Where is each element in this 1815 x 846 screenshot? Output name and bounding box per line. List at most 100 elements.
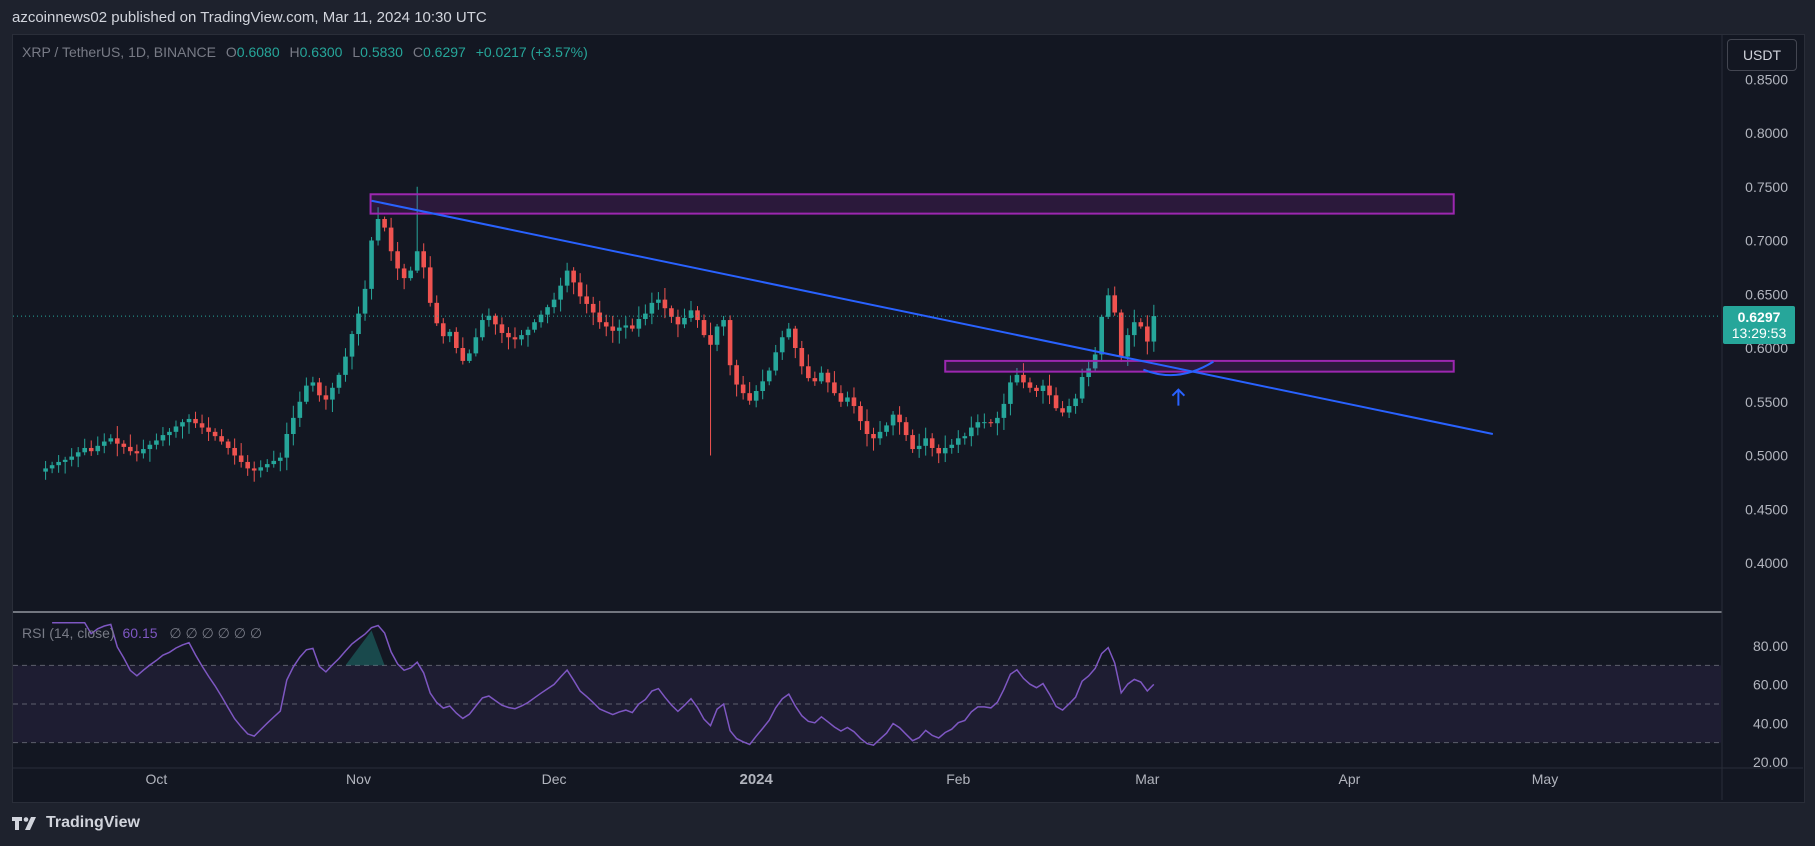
candle-body: [349, 334, 355, 357]
candle-body: [486, 315, 492, 321]
candle-body: [845, 397, 850, 402]
candle-body: [1040, 385, 1046, 391]
rsi-legend[interactable]: RSI (14, close) 60.15 ∅ ∅ ∅ ∅ ∅ ∅: [22, 625, 262, 642]
rsi-value: 60.15: [122, 625, 158, 641]
symbol-legend[interactable]: XRP / TetherUS, 1D, BINANCE O0.6080 H 0.6…: [22, 44, 588, 60]
candle-body: [1034, 387, 1039, 391]
candle-body: [616, 327, 622, 331]
candle-body: [343, 356, 348, 375]
candle-body: [310, 382, 316, 386]
candle-body: [929, 438, 935, 448]
legend-close: 0.6297: [422, 44, 466, 60]
candle-body: [1073, 398, 1078, 407]
candle-body: [206, 427, 211, 432]
candle-body: [701, 320, 707, 336]
candle-body: [75, 452, 81, 457]
retest-arrow-icon: [1171, 388, 1186, 406]
candle-body: [453, 331, 459, 348]
candle-body: [1079, 377, 1085, 399]
candle-body: [401, 268, 407, 279]
candle-body: [180, 422, 185, 427]
candle-body: [799, 348, 805, 367]
tradingview-brand[interactable]: TradingView: [12, 814, 140, 832]
candle-body: [277, 457, 283, 461]
candle-body: [884, 425, 889, 432]
candle-body: [545, 307, 550, 315]
legend-o-label: O: [225, 44, 237, 60]
candle-body: [962, 436, 968, 439]
candle-body: [101, 441, 107, 446]
candle-body: [330, 387, 335, 400]
candle-body: [538, 314, 544, 323]
rsi-tick-label: 60.00: [1753, 677, 1788, 693]
time-tick-label: Nov: [346, 771, 371, 787]
candle-body: [662, 299, 668, 309]
candle-body: [128, 446, 133, 452]
candle-body: [134, 451, 140, 454]
candle-body: [1027, 382, 1033, 388]
candle-body: [636, 318, 642, 329]
candle-body: [727, 320, 733, 366]
candle-body: [682, 317, 687, 325]
candle-body: [806, 366, 811, 379]
candle-body: [414, 251, 420, 271]
rsi-tick-label: 40.00: [1753, 715, 1788, 731]
candle-body: [115, 438, 120, 444]
candle-body: [577, 282, 583, 297]
candle-body: [467, 353, 472, 361]
price-tick-label: 0.8000: [1745, 125, 1788, 141]
chart-frame[interactable]: [12, 34, 1805, 803]
candle-body: [786, 328, 792, 338]
candle-body: [838, 393, 844, 402]
candle-body: [264, 464, 270, 468]
candle-body: [877, 431, 883, 439]
candle-body: [193, 418, 198, 424]
candle-body: [656, 299, 661, 303]
candle-body: [506, 332, 511, 338]
candle-body: [160, 435, 166, 441]
candle-body: [369, 240, 374, 289]
legend-open: 0.6080: [236, 44, 280, 60]
candle-body: [304, 385, 309, 402]
candle-body: [95, 445, 101, 452]
candle-body: [395, 251, 400, 269]
candle-body: [890, 414, 896, 426]
candle-body: [49, 465, 55, 469]
candle-body: [440, 323, 446, 337]
rsi-label: RSI (14, close): [22, 625, 115, 641]
candle-body: [1118, 312, 1124, 357]
candle-body: [1021, 374, 1026, 383]
candle-body: [721, 320, 726, 327]
candle-body: [532, 322, 537, 330]
time-tick-label: 2024: [739, 771, 773, 788]
symbol-name: XRP / TetherUS, 1D, BINANCE: [22, 44, 216, 60]
candle-body: [297, 401, 303, 418]
candle-body: [558, 285, 563, 300]
candle-body: [864, 421, 870, 434]
candle-body: [1145, 326, 1150, 342]
currency-button[interactable]: USDT: [1727, 39, 1797, 71]
candle-body: [766, 370, 772, 382]
candle-body: [969, 427, 974, 437]
time-tick-label: Dec: [542, 771, 567, 787]
candle-body: [1125, 335, 1131, 357]
candle-body: [154, 440, 159, 445]
candle-body: [897, 414, 902, 423]
candle-body: [56, 461, 61, 466]
candle-body: [493, 315, 498, 325]
candle-body: [760, 381, 765, 391]
candle-body: [232, 447, 237, 456]
price-tick-label: 0.8500: [1745, 71, 1788, 87]
candle-body: [1047, 385, 1052, 396]
candle-body: [858, 406, 863, 422]
candle-body: [427, 267, 433, 303]
legend-h-label: H: [289, 44, 300, 60]
candle-body: [571, 270, 576, 283]
candle-body: [584, 296, 589, 304]
candle-body: [519, 335, 524, 340]
candle-body: [167, 431, 172, 436]
candle-body: [186, 418, 192, 423]
candle-body: [779, 337, 785, 353]
candle-body: [936, 447, 942, 454]
